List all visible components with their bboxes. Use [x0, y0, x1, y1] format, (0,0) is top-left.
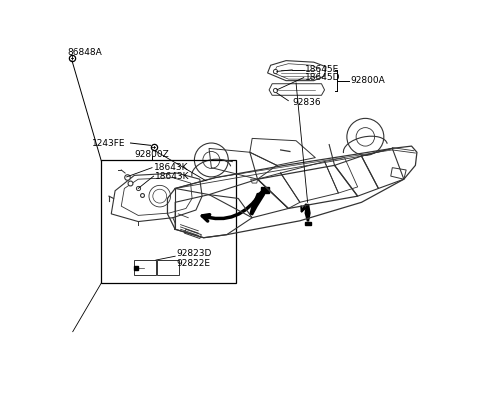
Text: 18643K: 18643K [154, 163, 188, 172]
Text: 86848A: 86848A [67, 48, 102, 57]
Bar [134, 260, 156, 275]
Polygon shape [304, 204, 311, 222]
Text: 92800A: 92800A [351, 76, 385, 85]
Text: 1243FE: 1243FE [92, 139, 125, 148]
Text: 92823D: 92823D [177, 249, 212, 258]
Bar [157, 260, 179, 275]
Text: 92822E: 92822E [177, 259, 211, 268]
Text: 18643K: 18643K [155, 172, 190, 181]
FancyArrowPatch shape [202, 192, 262, 221]
Text: 18645E: 18645E [305, 65, 339, 74]
Text: 92836: 92836 [292, 98, 321, 107]
Polygon shape [262, 187, 269, 193]
Polygon shape [249, 191, 265, 216]
Text: 18645D: 18645D [305, 73, 341, 82]
Polygon shape [305, 222, 311, 225]
Bar [101, 160, 236, 283]
Text: 92800Z: 92800Z [135, 150, 169, 159]
FancyArrowPatch shape [301, 204, 306, 211]
